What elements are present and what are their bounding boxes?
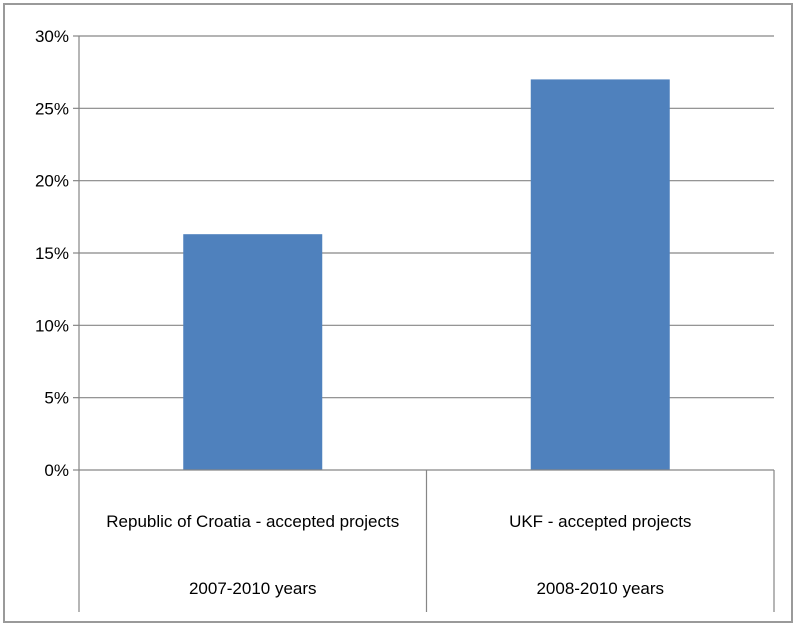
y-tick-label: 30% [35, 27, 69, 46]
category-label: UKF - accepted projects [509, 512, 691, 531]
y-tick-label: 20% [35, 172, 69, 191]
category-period-label: 2008-2010 years [536, 579, 664, 598]
y-axis-ticks: 0% 5% 10% 15% 20% 25% 30% [35, 27, 79, 480]
bar [183, 234, 323, 470]
bar [530, 79, 670, 471]
bars [183, 79, 670, 471]
y-tick-label: 10% [35, 316, 69, 335]
y-tick-label: 5% [44, 389, 69, 408]
category-period-label: 2007-2010 years [189, 579, 317, 598]
axes [78, 36, 775, 612]
y-tick-label: 15% [35, 244, 69, 263]
y-tick-label: 25% [35, 99, 69, 118]
category-label: Republic of Croatia - accepted projects [106, 512, 399, 531]
y-tick-label: 0% [44, 461, 69, 480]
category-labels: Republic of Croatia - accepted projects 2… [106, 512, 691, 598]
